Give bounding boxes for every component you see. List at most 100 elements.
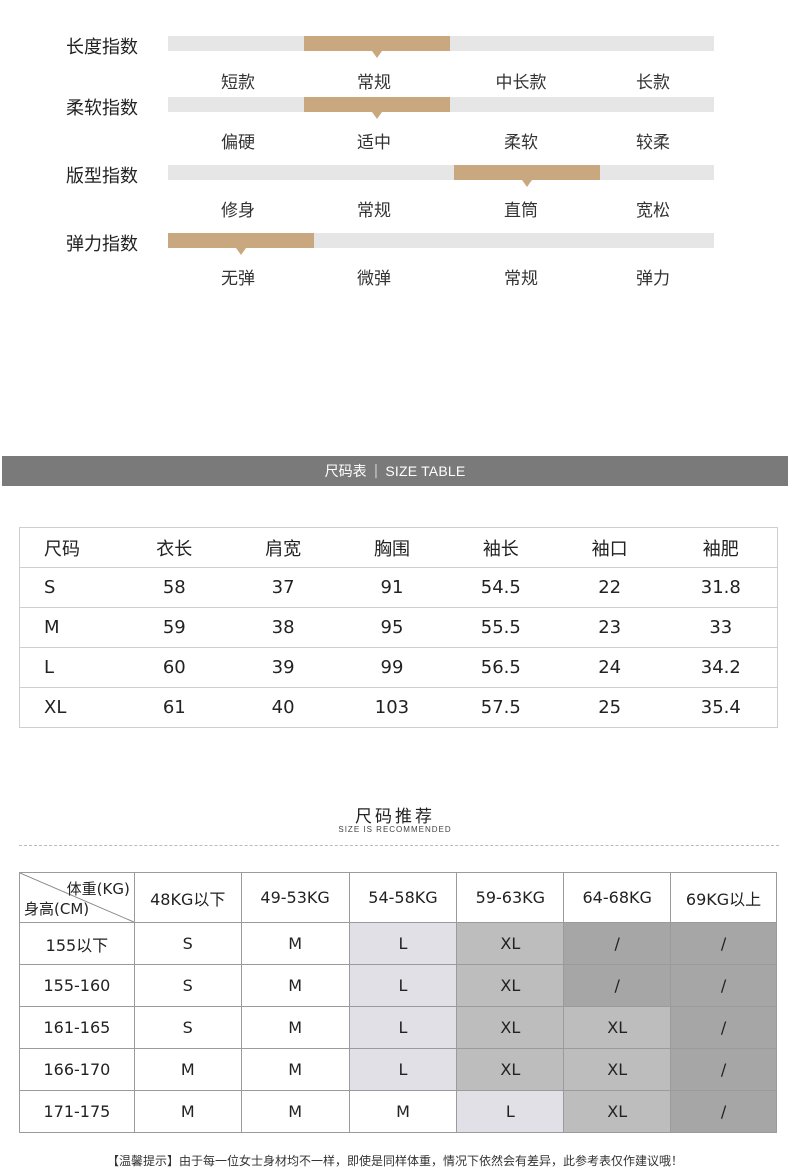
recommend-title: 尺码推荐 (355, 807, 435, 827)
recommended-size-cell: / (670, 964, 777, 1007)
size-table-cell: 34.2 (664, 647, 778, 688)
size-table-cell: 25 (554, 687, 665, 728)
recommended-size-cell: / (670, 1006, 777, 1049)
index-title: 弹力指数 (66, 234, 138, 255)
height-row-label: 166-170 (19, 1048, 135, 1091)
recommended-size-cell: / (670, 1090, 777, 1133)
index-option-label: 修身 (221, 201, 255, 221)
recommended-size-cell: XL (563, 1090, 672, 1133)
height-row-label: 171-175 (19, 1090, 135, 1133)
recommended-size-cell: XL (456, 964, 565, 1007)
recommended-size-cell: / (670, 922, 777, 965)
recommended-size-cell: / (563, 922, 672, 965)
table-row: 155-160 S M L XL / / (19, 964, 777, 1007)
size-table-cell: 54.5 (446, 567, 555, 608)
recommended-size-cell: M (240, 1090, 350, 1133)
recommended-size-cell: M (348, 1090, 458, 1133)
index-option-label: 常规 (357, 201, 391, 221)
index-option-label: 较柔 (636, 133, 670, 153)
recommended-size-cell: XL (456, 922, 565, 965)
index-title: 版型指数 (66, 166, 138, 187)
recommended-size-cell: XL (563, 1006, 672, 1049)
height-axis-label: 身高(CM) (24, 900, 90, 918)
weight-header-cell: 54-58KG (348, 872, 458, 923)
index-option-label: 无弹 (221, 269, 255, 289)
index-track (168, 36, 714, 58)
size-table-cell: 40 (229, 687, 338, 728)
size-table-banner: 尺码表 | SIZE TABLE (2, 456, 788, 486)
size-table: 尺码 衣长 肩宽 胸围 袖长 袖口 袖肥 S 58 37 91 54.5 22 31.8 M 59 38 95 55… (19, 527, 778, 728)
index-option-label: 偏硬 (221, 133, 255, 153)
weight-header-cell: 69KG以上 (670, 872, 777, 923)
size-table-cell: 59 (119, 607, 230, 648)
size-table-cell: 38 (229, 607, 338, 648)
recommended-size-cell: L (348, 964, 458, 1007)
size-table-cell: 35.4 (664, 687, 778, 728)
size-table-cell: 103 (337, 687, 447, 728)
index-pointer-icon (236, 248, 246, 255)
index-pointer-icon (522, 180, 532, 187)
size-table-cell: 99 (337, 647, 447, 688)
weight-height-corner-cell: 体重(KG) 身高(CM) (19, 872, 135, 923)
size-table-cell: M (19, 607, 120, 648)
index-selected-segment (454, 165, 600, 180)
recommended-size-cell: M (240, 922, 350, 965)
recommended-size-cell: L (456, 1090, 565, 1133)
size-table-cell: 33 (664, 607, 778, 648)
size-table-cell: 58 (119, 567, 230, 608)
table-row: 155以下 S M L XL / / (19, 922, 777, 965)
size-table-cell: 55.5 (446, 607, 555, 648)
index-title: 柔软指数 (66, 98, 138, 119)
height-row-label: 155以下 (19, 922, 135, 965)
recommended-size-cell: M (240, 1006, 350, 1049)
size-table-cell: 56.5 (446, 647, 555, 688)
recommend-subtitle: SIZE IS RECOMMENDED (338, 825, 452, 834)
index-selected-segment (304, 36, 450, 51)
size-table-cell: 61 (119, 687, 230, 728)
index-option-label: 微弹 (357, 269, 391, 289)
index-pointer-icon (372, 51, 382, 58)
recommended-size-cell: XL (563, 1048, 672, 1091)
size-table-header-cell: 袖长 (482, 538, 519, 560)
weight-header-cell: 59-63KG (456, 872, 565, 923)
corner-diagonal-line (20, 873, 134, 922)
recommended-size-cell: L (348, 1006, 458, 1049)
size-table-cell: 23 (554, 607, 665, 648)
size-table-cell: XL (19, 687, 120, 728)
table-row: 166-170 M M L XL XL / (19, 1048, 777, 1091)
size-table-header-cell: 袖肥 (702, 538, 739, 560)
weight-header-cell: 48KG以下 (133, 872, 242, 923)
recommended-size-cell: XL (456, 1006, 565, 1049)
size-table-cell: 60 (119, 647, 230, 688)
index-track (168, 97, 714, 119)
recommended-size-cell: / (670, 1048, 777, 1091)
index-pointer-icon (372, 112, 382, 119)
index-option-label: 宽松 (636, 201, 670, 221)
table-row: L 60 39 99 56.5 24 34.2 (19, 647, 778, 688)
size-table-header-cell: 胸围 (373, 538, 410, 560)
table-row: 161-165 S M L XL XL / (19, 1006, 777, 1049)
size-table-cell: 37 (229, 567, 338, 608)
recommended-size-cell: L (348, 922, 458, 965)
index-option-label: 适中 (357, 133, 391, 153)
size-table-header-cell: 尺码 (44, 538, 80, 560)
index-track (168, 233, 714, 255)
size-table-cell: 95 (337, 607, 447, 648)
recommended-size-cell: M (240, 1048, 350, 1091)
size-table-cell: 22 (554, 567, 665, 608)
size-table-title-en: SIZE TABLE (385, 463, 466, 479)
table-row: M 59 38 95 55.5 23 33 (19, 607, 778, 648)
weight-header-cell: 64-68KG (563, 872, 672, 923)
table-row: S 58 37 91 54.5 22 31.8 (19, 567, 778, 608)
warm-tip-notice: 【温馨提示】由于每一位女士身材均不一样，即使是同样体重，情况下依然会有差异，此参… (106, 1154, 683, 1168)
index-option-label: 直筒 (504, 201, 538, 221)
height-row-label: 155-160 (19, 964, 135, 1007)
recommended-size-cell: M (240, 964, 350, 1007)
index-option-label: 中长款 (495, 73, 547, 93)
size-table-cell: 91 (337, 567, 447, 608)
index-option-label: 常规 (357, 73, 391, 93)
banner-divider: | (373, 463, 379, 479)
size-table-cell: L (19, 647, 120, 688)
index-option-label: 长款 (636, 73, 670, 93)
size-table-header-row: 尺码 衣长 肩宽 胸围 袖长 袖口 袖肥 (20, 528, 778, 568)
